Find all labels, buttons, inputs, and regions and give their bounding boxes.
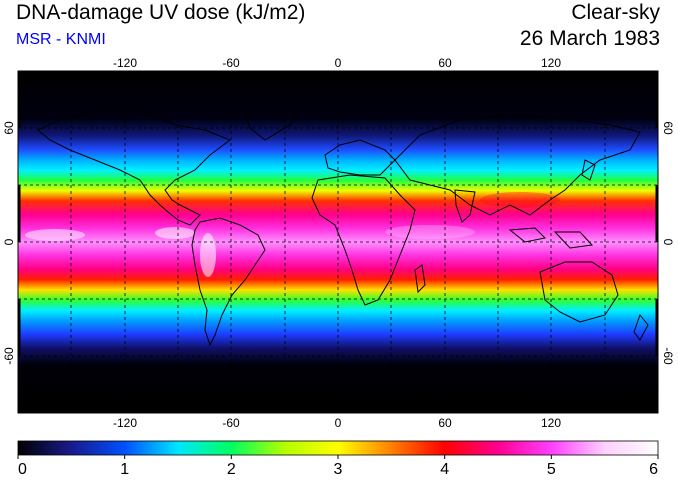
lon-label-top: -120 [113, 56, 137, 70]
lat-label-left: 0 [2, 238, 16, 245]
lon-label-bottom: 120 [541, 416, 561, 430]
colorbar-label: 1 [120, 461, 129, 478]
lon-label-top: -60 [222, 56, 240, 70]
coastlines [18, 94, 658, 401]
colorbar-ticks: 0 1 2 3 4 5 6 [17, 455, 659, 478]
lat-label-right: 0 [661, 239, 675, 246]
colorbar [17, 440, 659, 456]
chart-title: DNA-damage UV dose (kJ/m2) [16, 1, 306, 24]
colorbar-label: 6 [649, 461, 658, 478]
lon-label-top: 0 [335, 56, 342, 70]
lon-label-bottom: -60 [222, 416, 240, 430]
frame-border-marks [17, 70, 659, 414]
colorbar-label: 2 [227, 461, 236, 478]
lat-label-right: 60 [661, 121, 675, 135]
lon-label-top: 60 [438, 56, 452, 70]
lon-label-top: 120 [541, 56, 561, 70]
date-label: 26 March 1983 [519, 27, 660, 50]
colorbar-label: 3 [334, 461, 343, 478]
lon-label-bottom: 60 [438, 416, 452, 430]
lat-label-left: -60 [2, 347, 16, 365]
grid-lines [18, 71, 658, 413]
lon-label-bottom: 0 [335, 416, 342, 430]
lat-label-left: 60 [2, 121, 16, 135]
data-source-label: MSR - KNMI [16, 31, 106, 48]
lon-label-bottom: -120 [113, 416, 137, 430]
colorbar-label: 5 [547, 461, 556, 478]
lat-label-right: -60 [661, 347, 675, 365]
colorbar-label: 4 [440, 461, 449, 478]
colorbar-label: 0 [18, 461, 27, 478]
sky-condition-label: Clear-sky [571, 1, 660, 24]
